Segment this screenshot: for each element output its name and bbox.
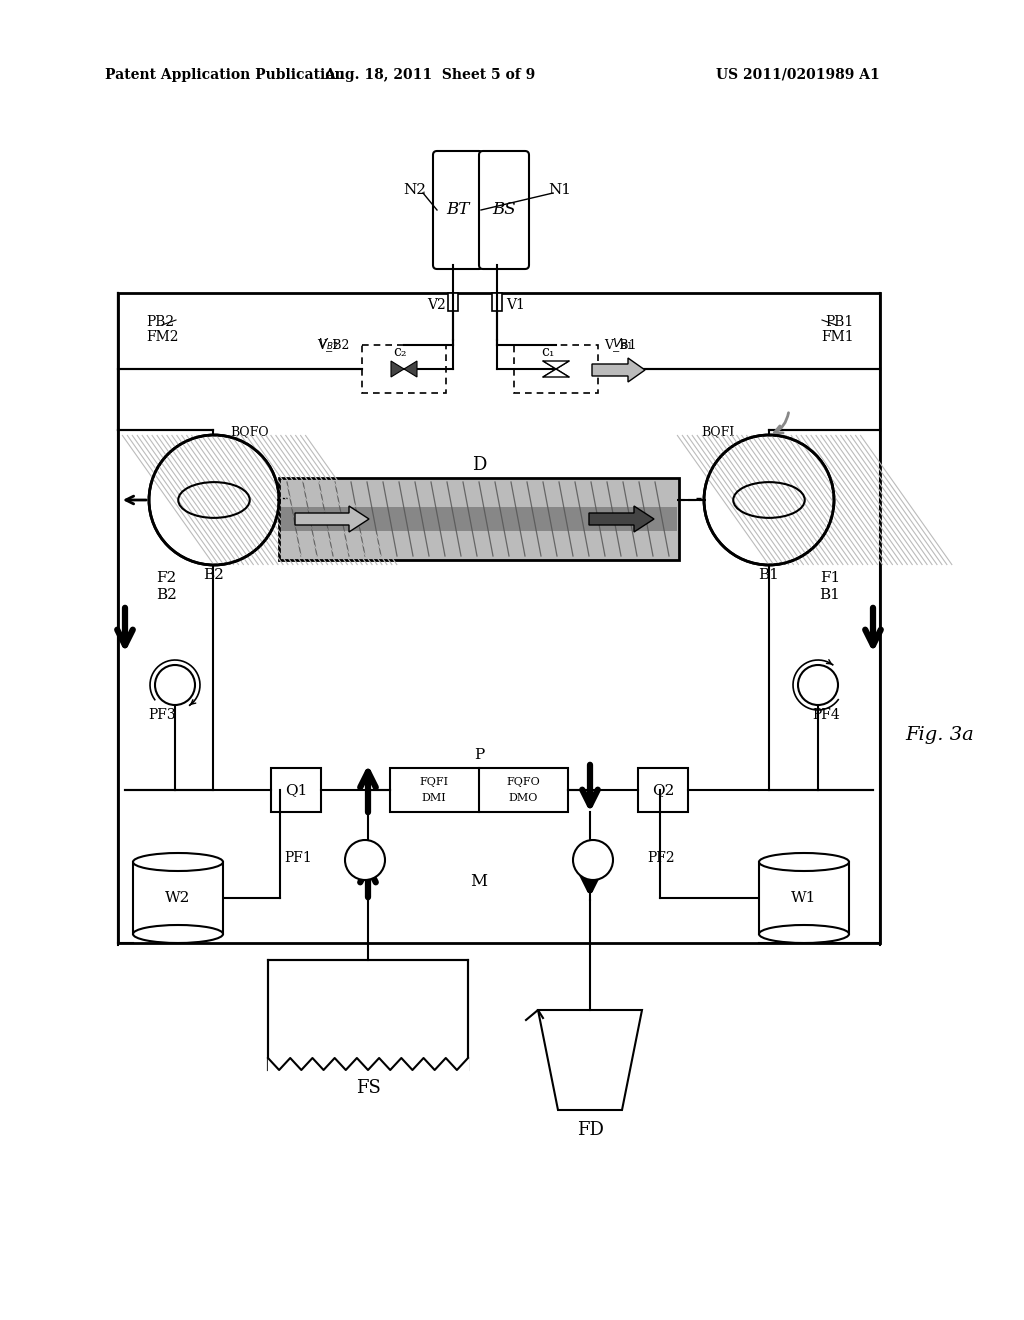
Text: V_B1: V_B1 (604, 338, 636, 351)
Text: $V_{B2}$: $V_{B2}$ (318, 337, 340, 351)
Text: US 2011/0201989 A1: US 2011/0201989 A1 (716, 69, 880, 82)
Text: BQFO: BQFO (230, 425, 268, 438)
Text: V_B2: V_B2 (316, 338, 349, 351)
Text: F2: F2 (156, 572, 176, 585)
Text: c₁: c₁ (542, 345, 555, 359)
Polygon shape (543, 370, 569, 378)
Text: PB2: PB2 (146, 315, 174, 329)
Text: W2: W2 (165, 891, 190, 906)
Text: BQFI: BQFI (701, 425, 735, 438)
Bar (268, 960, 468, 1071)
Text: M: M (470, 874, 487, 891)
Circle shape (345, 840, 385, 880)
Polygon shape (295, 506, 369, 532)
Polygon shape (589, 506, 654, 532)
Text: m4: m4 (808, 678, 827, 692)
Text: B2: B2 (156, 587, 177, 602)
Text: P: P (474, 748, 484, 762)
Text: PF4: PF4 (812, 708, 840, 722)
Polygon shape (543, 360, 569, 370)
Bar (492, 293, 502, 312)
Polygon shape (404, 360, 417, 378)
Circle shape (573, 840, 613, 880)
Text: PF2: PF2 (647, 851, 675, 865)
Text: Q2: Q2 (652, 783, 674, 797)
Text: FD: FD (577, 1121, 603, 1139)
Text: PF1: PF1 (285, 851, 312, 865)
Text: N2: N2 (403, 183, 427, 197)
Text: V2: V2 (428, 298, 446, 312)
Bar (759, 862, 849, 935)
Bar (390, 768, 568, 812)
Text: N1: N1 (549, 183, 571, 197)
Bar (362, 345, 446, 393)
Text: Fig. 3a: Fig. 3a (905, 726, 975, 744)
Ellipse shape (133, 925, 223, 942)
Text: $V_{B1}$: $V_{B1}$ (612, 337, 634, 351)
Text: Patent Application Publication: Patent Application Publication (105, 69, 345, 82)
Bar (271, 768, 321, 812)
Circle shape (798, 665, 838, 705)
Bar (449, 293, 458, 312)
Ellipse shape (759, 853, 849, 871)
Text: m3: m3 (165, 678, 185, 692)
Text: PB1: PB1 (825, 315, 854, 329)
Bar (514, 345, 598, 393)
Text: PF3: PF3 (148, 708, 176, 722)
Bar (118, 293, 880, 942)
Ellipse shape (759, 925, 849, 942)
Text: BS: BS (493, 202, 516, 219)
Text: m1: m1 (355, 854, 375, 866)
Text: W1: W1 (792, 891, 817, 906)
Text: B1: B1 (759, 568, 779, 582)
Text: DMO: DMO (508, 793, 538, 803)
Ellipse shape (133, 853, 223, 871)
Text: Aug. 18, 2011  Sheet 5 of 9: Aug. 18, 2011 Sheet 5 of 9 (325, 69, 536, 82)
Text: D: D (472, 455, 486, 474)
Circle shape (155, 665, 195, 705)
Bar (281, 507, 677, 531)
Text: BT: BT (446, 202, 470, 219)
Polygon shape (592, 358, 645, 381)
Circle shape (150, 436, 279, 565)
Text: F1: F1 (820, 572, 840, 585)
Text: FM1: FM1 (821, 330, 854, 345)
Text: B2: B2 (204, 568, 224, 582)
Text: Q1: Q1 (285, 783, 307, 797)
Text: c₂: c₂ (393, 345, 407, 359)
Text: FM2: FM2 (146, 330, 178, 345)
Text: V1: V1 (507, 298, 525, 312)
Text: B1: B1 (819, 587, 840, 602)
Text: FQFO: FQFO (506, 777, 540, 787)
FancyBboxPatch shape (433, 150, 483, 269)
Bar (279, 478, 679, 560)
Circle shape (705, 436, 834, 565)
Polygon shape (391, 360, 404, 378)
Bar (133, 862, 223, 935)
Text: FS: FS (355, 1078, 381, 1097)
Polygon shape (538, 1010, 642, 1110)
Text: FQFI: FQFI (420, 777, 449, 787)
FancyBboxPatch shape (479, 150, 529, 269)
Text: DMI: DMI (422, 793, 446, 803)
Bar (638, 768, 688, 812)
Text: m2: m2 (584, 854, 603, 866)
